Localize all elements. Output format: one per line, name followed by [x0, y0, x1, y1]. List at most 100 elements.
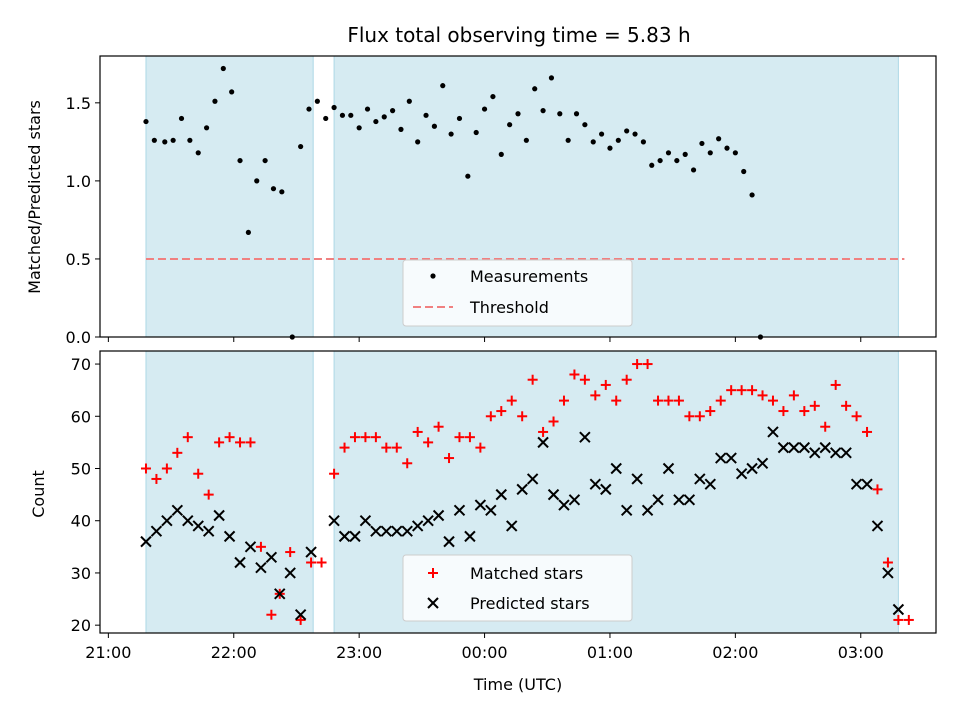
bottom-matched-point: [360, 432, 371, 443]
bottom-predicted-point: [213, 509, 225, 522]
top-measurement-point: [498, 151, 504, 157]
bottom-matched-point: [295, 614, 306, 625]
top-measurement-point: [724, 145, 730, 151]
bottom-predicted-point: [474, 499, 487, 511]
bottom-predicted-point: [411, 520, 424, 532]
bottom-matched-point: [538, 426, 549, 437]
bottom-predicted-point: [370, 525, 382, 537]
bottom-predicted-point: [631, 473, 643, 485]
bottom-matched-point: [558, 395, 569, 406]
top-measurement-point: [699, 140, 705, 147]
bottom-matched-point: [381, 442, 392, 453]
bottom-predicted-point: [265, 551, 278, 563]
bottom-matched-point: [412, 426, 423, 437]
top-y-axis-label: Matched/Predicted stars: [25, 100, 44, 294]
bottom-predicted-point: [725, 452, 737, 464]
top-legend: Measurements Threshold: [402, 259, 633, 327]
top-measurement-point: [507, 122, 513, 128]
bottom-matched-point: [391, 442, 402, 453]
bottom-matched-point: [715, 395, 726, 406]
bottom-matched-point: [316, 557, 327, 568]
top-measurement-point: [254, 178, 260, 184]
bottom-predicted-point: [506, 520, 518, 532]
bottom-matched-point: [767, 395, 778, 406]
top-measurement-point: [532, 86, 538, 92]
legend-matched-marker: [428, 568, 438, 578]
top-measurement-point: [490, 93, 496, 100]
bottom-predicted-point: [464, 530, 476, 543]
top-y-tick-label: 0.5: [66, 250, 91, 269]
top-measurement-point: [170, 137, 176, 143]
bottom-predicted-point: [809, 447, 821, 459]
bottom-matched-point: [611, 395, 622, 406]
bottom-matched-point: [684, 411, 695, 422]
bottom-predicted-point: [568, 494, 581, 506]
bottom-predicted-point: [746, 462, 758, 475]
bottom-predicted-point: [579, 431, 591, 443]
bottom-predicted-point: [756, 457, 769, 469]
bottom-x-tick-label: 21:00: [85, 643, 131, 662]
bottom-matched-point: [663, 395, 674, 406]
bottom-matched-point: [255, 541, 266, 552]
bottom-matched-point: [747, 385, 758, 396]
top-measurement-point: [716, 136, 722, 142]
bottom-y-tick-label: 70: [71, 355, 91, 374]
bottom-matched-point: [402, 458, 413, 469]
bottom-predicted-point: [516, 483, 528, 496]
bottom-matched-point: [726, 385, 737, 396]
bottom-predicted-point: [892, 603, 905, 616]
bottom-y-tick-label: 20: [71, 616, 91, 635]
legend-predicted-label: Predicted stars: [470, 594, 590, 613]
bottom-predicted-point: [171, 504, 184, 516]
bottom-matched-point: [182, 432, 193, 443]
top-measurement-point: [245, 229, 251, 236]
bottom-matched-point: [548, 416, 559, 427]
bottom-predicted-point: [694, 473, 706, 485]
bottom-matched-point: [245, 437, 256, 448]
bottom-x-tick-label: 00:00: [462, 643, 508, 662]
bottom-matched-point: [872, 484, 883, 495]
bottom-predicted-point: [547, 488, 560, 501]
bottom-predicted-point: [840, 447, 852, 459]
bottom-matched-point: [423, 437, 434, 448]
bottom-matched-point: [694, 411, 705, 422]
top-measurement-point: [632, 131, 638, 137]
bottom-predicted-point: [788, 441, 800, 454]
bottom-predicted-point: [305, 546, 317, 558]
bottom-y-tick-label: 60: [71, 407, 91, 426]
bottom-predicted-point: [495, 488, 507, 501]
top-measurement-point: [406, 98, 412, 104]
bottom-matched-point: [830, 379, 841, 390]
bottom-predicted-point: [192, 520, 204, 532]
bottom-predicted-point: [443, 535, 455, 548]
top-measurement-point: [456, 115, 463, 122]
top-measurement-point: [590, 139, 596, 145]
top-measurement-point: [314, 98, 320, 104]
bottom-y-tick-label: 50: [71, 460, 91, 479]
top-measurement-point: [237, 157, 243, 164]
top-axes-frame: [99, 55, 937, 338]
bottom-predicted-point: [234, 556, 246, 569]
bottom-matched-point: [579, 374, 590, 385]
bottom-matched-point: [809, 400, 820, 411]
top-measurement-point: [674, 157, 680, 164]
bottom-matched-point: [506, 395, 517, 406]
bottom-predicted-point: [735, 468, 748, 480]
top-measurement-point: [749, 192, 755, 198]
bottom-matched-point: [903, 614, 914, 625]
bottom-matched-point: [496, 406, 507, 417]
legend-threshold-label: Threshold: [469, 298, 549, 317]
bottom-matched-point: [193, 468, 204, 479]
bottom-x-tick-label: 01:00: [587, 643, 633, 662]
bottom-axes-frame: [99, 350, 937, 634]
top-measurement-point: [415, 139, 421, 145]
bottom-x-axis-label: Time (UTC): [473, 675, 562, 694]
bottom-matched-point: [235, 437, 246, 448]
bottom-matched-point: [757, 390, 768, 401]
bottom-predicted-point: [255, 562, 267, 574]
bottom-matched-point: [600, 379, 611, 390]
bottom-matched-point: [653, 395, 664, 406]
bottom-predicted-point: [182, 515, 194, 527]
bottom-predicted-point: [537, 436, 549, 449]
